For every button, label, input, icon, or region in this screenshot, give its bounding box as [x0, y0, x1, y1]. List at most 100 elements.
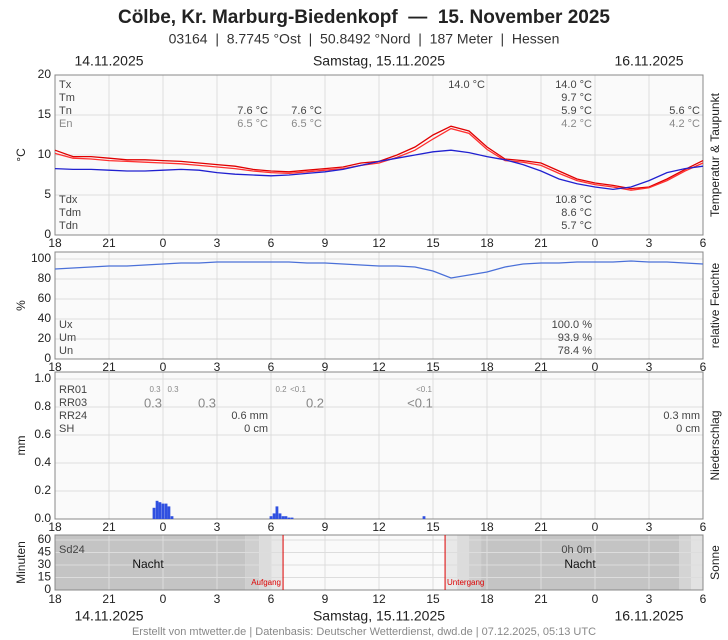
- annotation: 0 cm: [676, 423, 700, 435]
- x-tick-label: 18: [480, 592, 494, 606]
- y-tick-label: 0: [44, 582, 51, 596]
- bar: [281, 516, 285, 519]
- frame: [54, 74, 704, 236]
- x-tick-label: 6: [268, 360, 275, 374]
- x-tick-label: 21: [102, 520, 116, 534]
- annotation: 5.7 °C: [561, 220, 592, 232]
- y-tick-label: 30: [38, 557, 52, 571]
- annotation: Aufgang: [251, 578, 281, 587]
- x-tick-label: 18: [48, 520, 62, 534]
- annotation: 0.3: [149, 385, 161, 394]
- x-tick-label: 21: [102, 360, 116, 374]
- bar: [161, 503, 165, 519]
- twilight: [691, 535, 703, 590]
- line: [54, 127, 704, 191]
- night: [481, 535, 679, 590]
- annotation: SH: [59, 423, 74, 435]
- y-tick-label: 60: [38, 532, 52, 546]
- frame: [54, 251, 704, 360]
- date: 14.11.2025: [74, 53, 143, 69]
- annotation: Tdn: [59, 220, 78, 232]
- x-tick-label: 0: [160, 592, 167, 606]
- bar: [290, 517, 294, 519]
- y-tick-label: 15: [38, 570, 52, 584]
- annotation: 14.0 °C: [448, 79, 485, 91]
- y-tick-label: 40: [38, 311, 52, 325]
- date: 16.11.2025: [614, 53, 683, 69]
- bar: [269, 516, 273, 519]
- frame: [54, 534, 704, 591]
- bar: [278, 513, 282, 519]
- bar: [170, 516, 174, 519]
- annotation: Tdx: [59, 194, 78, 206]
- x-tick-label: 15: [426, 592, 440, 606]
- annotation: 0h 0m: [561, 544, 592, 556]
- annotation: En: [59, 118, 72, 130]
- y-axis-label: °C: [14, 148, 28, 162]
- bar: [164, 503, 168, 519]
- annotation: 100.0 %: [552, 319, 593, 331]
- x-tick-label: 18: [480, 236, 494, 250]
- bar: [167, 506, 171, 519]
- x-tick-label: 15: [426, 520, 440, 534]
- x-tick-label: 12: [372, 520, 386, 534]
- date: Samstag, 15.11.2025: [313, 53, 445, 69]
- twilight: [259, 535, 272, 590]
- annotation: Un: [59, 345, 73, 357]
- annotation: 5.9 °C: [561, 105, 592, 117]
- y-tick-label: 60: [38, 291, 52, 305]
- bar: [272, 513, 276, 519]
- annotation: <0.1: [407, 395, 433, 410]
- annotation: Tdm: [59, 207, 81, 219]
- annotation: Ux: [59, 319, 73, 331]
- annotation: 0.3 mm: [663, 410, 700, 422]
- x-tick-label: 0: [592, 360, 599, 374]
- x-tick-label: 0: [592, 592, 599, 606]
- night: [55, 535, 246, 590]
- annotation: 0.6 mm: [231, 410, 268, 422]
- y-axis-label: %: [14, 300, 28, 311]
- annotation: RR24: [59, 410, 87, 422]
- bar: [152, 507, 156, 519]
- annotation: 93.9 %: [558, 332, 592, 344]
- annotation: Tx: [59, 79, 72, 91]
- bar: [422, 516, 426, 519]
- x-tick-label: 12: [372, 592, 386, 606]
- right-label: relative Feuchte: [708, 262, 722, 348]
- y-tick-label: 1.0: [34, 371, 51, 385]
- date: 16.11.2025: [614, 608, 683, 624]
- x-tick-label: 21: [534, 360, 548, 374]
- twilight: [271, 535, 284, 590]
- x-tick-label: 6: [700, 236, 707, 250]
- x-tick-label: 3: [646, 360, 653, 374]
- x-tick-label: 21: [102, 236, 116, 250]
- x-tick-label: 9: [322, 520, 329, 534]
- right-label: Temperatur & Taupunkt: [708, 92, 722, 217]
- bar: [284, 516, 288, 519]
- x-tick-label: 15: [426, 236, 440, 250]
- annotation: 7.6 °C: [237, 105, 268, 117]
- y-tick-label: 100: [31, 251, 51, 265]
- annotation: Nacht: [132, 557, 164, 571]
- line: [54, 260, 704, 279]
- annotation: 0.2: [306, 395, 324, 410]
- y-tick-label: 20: [38, 331, 52, 345]
- y-tick-label: 0.4: [34, 455, 51, 469]
- twilight: [457, 535, 470, 590]
- bar: [287, 517, 291, 519]
- x-tick-label: 6: [268, 236, 275, 250]
- x-tick-label: 3: [214, 236, 221, 250]
- date: 14.11.2025: [74, 608, 143, 624]
- y-tick-label: 15: [38, 107, 52, 121]
- y-axis-label: mm: [14, 436, 28, 456]
- annotation: 0.2: [275, 385, 287, 394]
- annotation: Um: [59, 332, 76, 344]
- x-tick-label: 6: [268, 592, 275, 606]
- twilight: [245, 535, 260, 590]
- y-tick-label: 0.2: [34, 483, 51, 497]
- x-tick-label: 3: [646, 592, 653, 606]
- date: Samstag, 15.11.2025: [313, 608, 445, 624]
- x-tick-label: 6: [268, 520, 275, 534]
- annotation: 0.3: [144, 395, 162, 410]
